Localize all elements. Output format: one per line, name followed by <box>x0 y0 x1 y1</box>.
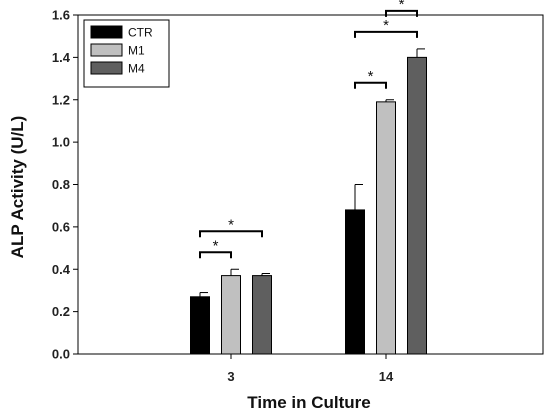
bar <box>376 101 396 355</box>
y-axis: 0.0 0.2 0.4 0.6 0.8 1.0 1.2 1.4 1.6 <box>52 8 78 362</box>
y-tick-label: 0.0 <box>52 347 70 362</box>
bar <box>221 275 241 355</box>
legend-label: CTR <box>128 26 153 40</box>
significance-brackets: * * * * * <box>199 0 418 259</box>
legend-swatch <box>90 61 123 75</box>
legend-swatch <box>90 25 123 39</box>
bars <box>190 56 427 355</box>
significance-bracket <box>354 30 418 38</box>
y-axis-title: ALP Activity (U/L) <box>8 116 27 259</box>
significance-star: * <box>383 17 389 34</box>
bar <box>252 275 272 355</box>
y-tick-label: 0.4 <box>52 262 71 277</box>
bar <box>345 209 365 355</box>
bar <box>190 296 210 355</box>
significance-star: * <box>213 237 219 254</box>
y-tick-label: 1.2 <box>52 92 70 107</box>
legend: CTR M1 M4 <box>83 19 170 88</box>
bar <box>407 56 427 355</box>
significance-bracket <box>199 251 232 259</box>
y-tick-label: 0.8 <box>52 177 70 192</box>
x-axis: 3 14 <box>227 354 394 384</box>
y-tick-label: 0.6 <box>52 219 70 234</box>
significance-star: * <box>228 216 234 233</box>
legend-label: M1 <box>128 44 145 58</box>
legend-swatch <box>90 43 123 57</box>
legend-label: M4 <box>128 62 145 76</box>
significance-bracket <box>354 81 387 89</box>
significance-star: * <box>368 68 374 85</box>
x-axis-title: Time in Culture <box>247 393 370 412</box>
y-tick-label: 1.6 <box>52 8 70 23</box>
x-tick-label: 3 <box>227 369 234 384</box>
y-tick-label: 1.4 <box>52 50 71 65</box>
significance-bracket <box>385 9 418 17</box>
significance-bracket <box>199 230 263 238</box>
y-tick-label: 0.2 <box>52 304 70 319</box>
y-tick-label: 1.0 <box>52 135 70 150</box>
significance-star: * <box>399 0 405 13</box>
x-tick-label: 14 <box>379 369 394 384</box>
error-bars <box>199 48 425 297</box>
